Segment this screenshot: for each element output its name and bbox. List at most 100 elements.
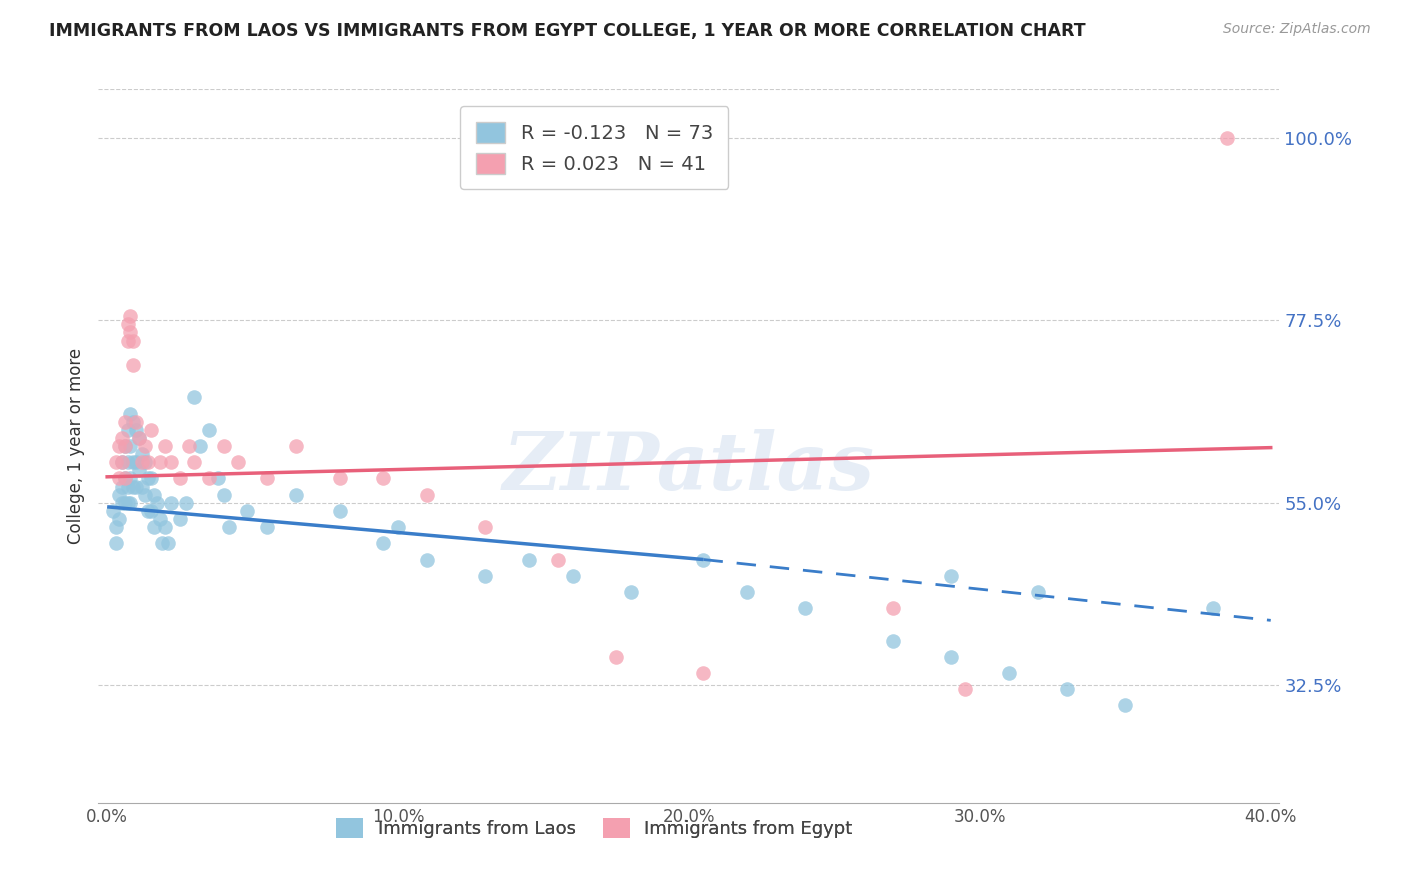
Point	[122, 334, 145, 348]
Point	[177, 439, 200, 453]
Point	[416, 488, 439, 502]
Point	[139, 423, 162, 437]
Point	[373, 536, 395, 550]
Point	[256, 471, 278, 485]
Point	[1026, 585, 1049, 599]
Point	[329, 471, 352, 485]
Point	[128, 463, 150, 477]
Point	[142, 488, 165, 502]
Point	[329, 504, 352, 518]
Point	[111, 455, 134, 469]
Point	[256, 520, 278, 534]
Point	[117, 479, 139, 493]
Point	[547, 552, 569, 566]
Point	[155, 439, 177, 453]
Point	[139, 471, 162, 485]
Point	[174, 496, 197, 510]
Point	[169, 512, 191, 526]
Point	[125, 455, 148, 469]
Point	[134, 488, 156, 502]
Point	[387, 520, 409, 534]
Point	[134, 455, 156, 469]
Point	[160, 496, 183, 510]
Point	[416, 552, 439, 566]
Point	[152, 536, 174, 550]
Point	[226, 455, 249, 469]
Point	[111, 496, 134, 510]
Point	[955, 682, 977, 697]
Point	[373, 471, 395, 485]
Point	[218, 520, 240, 534]
Point	[117, 455, 139, 469]
Point	[131, 455, 153, 469]
Point	[692, 666, 714, 681]
Point	[114, 415, 136, 429]
Point	[474, 520, 496, 534]
Point	[128, 431, 150, 445]
Point	[148, 455, 170, 469]
Point	[117, 496, 139, 510]
Point	[160, 455, 183, 469]
Point	[939, 568, 962, 582]
Point	[101, 504, 124, 518]
Point	[107, 488, 129, 502]
Point	[998, 666, 1021, 681]
Point	[117, 318, 139, 332]
Point	[114, 439, 136, 453]
Point	[183, 390, 205, 404]
Point	[212, 488, 235, 502]
Point	[692, 552, 714, 566]
Point	[128, 431, 150, 445]
Point	[104, 520, 127, 534]
Point	[198, 471, 221, 485]
Point	[1056, 682, 1078, 697]
Point	[882, 633, 904, 648]
Point	[125, 479, 148, 493]
Point	[517, 552, 540, 566]
Point	[136, 455, 159, 469]
Point	[183, 455, 205, 469]
Point	[111, 431, 134, 445]
Point	[142, 520, 165, 534]
Point	[111, 479, 134, 493]
Point	[114, 439, 136, 453]
Point	[114, 496, 136, 510]
Point	[122, 455, 145, 469]
Point	[131, 447, 153, 461]
Point	[561, 568, 583, 582]
Text: Source: ZipAtlas.com: Source: ZipAtlas.com	[1223, 22, 1371, 37]
Point	[157, 536, 180, 550]
Point	[120, 471, 142, 485]
Point	[198, 423, 221, 437]
Point	[155, 520, 177, 534]
Point	[188, 439, 211, 453]
Point	[120, 326, 142, 340]
Point	[169, 471, 191, 485]
Point	[136, 504, 159, 518]
Y-axis label: College, 1 year or more: College, 1 year or more	[66, 348, 84, 544]
Point	[120, 439, 142, 453]
Point	[117, 334, 139, 348]
Point	[107, 471, 129, 485]
Point	[285, 488, 308, 502]
Point	[939, 649, 962, 664]
Text: IMMIGRANTS FROM LAOS VS IMMIGRANTS FROM EGYPT COLLEGE, 1 YEAR OR MORE CORRELATIO: IMMIGRANTS FROM LAOS VS IMMIGRANTS FROM …	[49, 22, 1085, 40]
Point	[111, 455, 134, 469]
Point	[131, 479, 153, 493]
Point	[1114, 698, 1136, 713]
Point	[120, 310, 142, 324]
Point	[1216, 131, 1239, 145]
Point	[605, 649, 627, 664]
Point	[125, 423, 148, 437]
Point	[236, 504, 259, 518]
Point	[794, 601, 817, 615]
Point	[104, 536, 127, 550]
Point	[212, 439, 235, 453]
Point	[114, 471, 136, 485]
Point	[120, 407, 142, 421]
Point	[882, 601, 904, 615]
Point	[122, 479, 145, 493]
Point	[134, 439, 156, 453]
Point	[207, 471, 229, 485]
Point	[139, 504, 162, 518]
